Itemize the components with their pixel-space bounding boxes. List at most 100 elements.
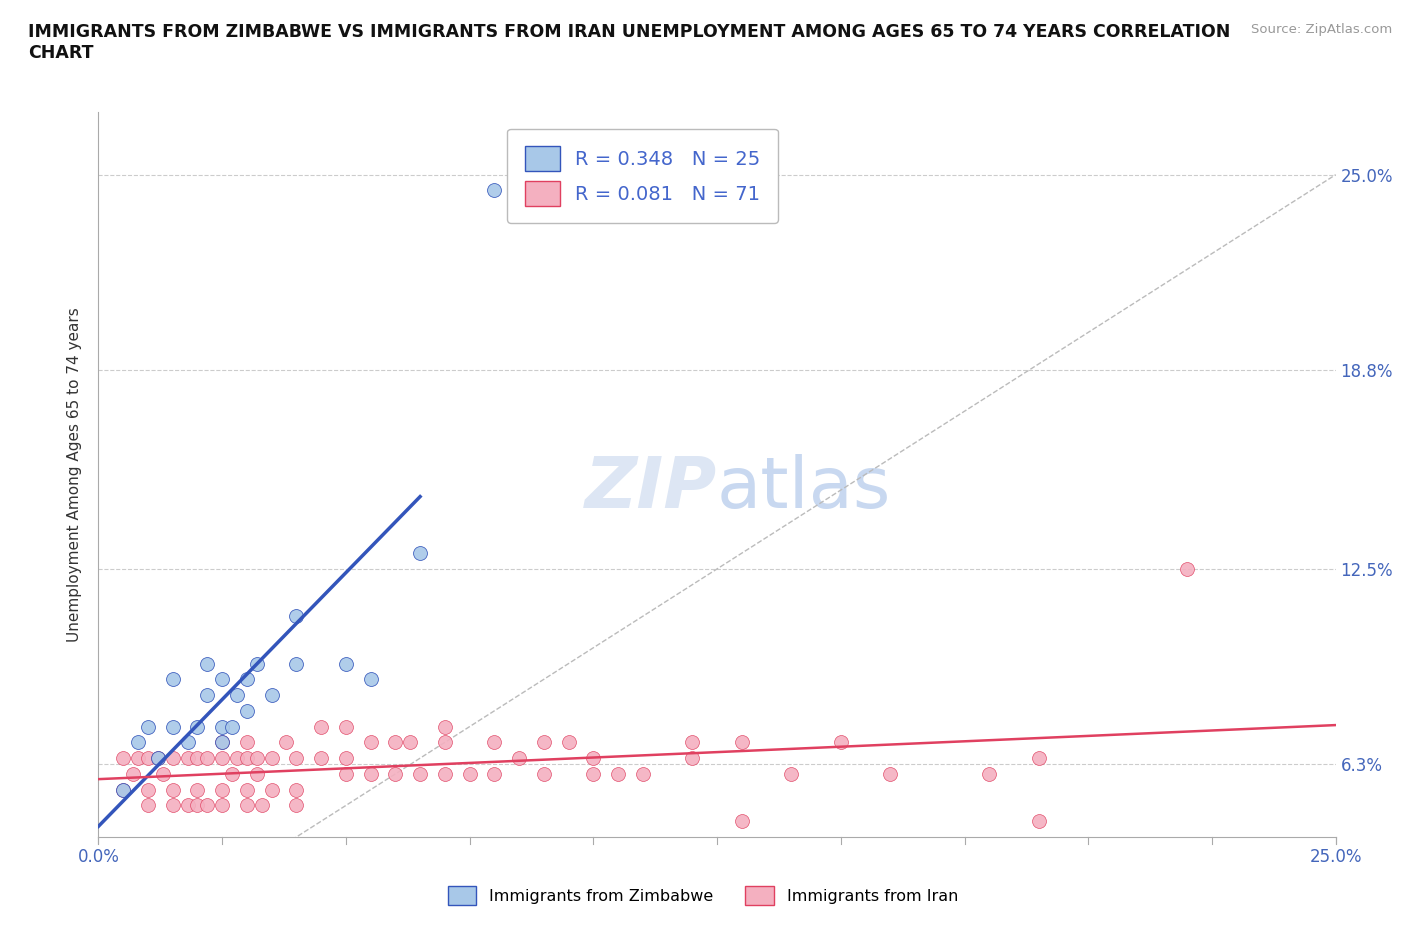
Point — [533, 766, 555, 781]
Point — [211, 671, 233, 686]
Point — [731, 735, 754, 750]
Point — [195, 798, 218, 813]
Point — [631, 766, 654, 781]
Point — [309, 719, 332, 734]
Point — [226, 751, 249, 765]
Point — [127, 751, 149, 765]
Legend: R = 0.348   N = 25, R = 0.081   N = 71: R = 0.348 N = 25, R = 0.081 N = 71 — [508, 128, 779, 223]
Point — [136, 719, 159, 734]
Point — [335, 751, 357, 765]
Point — [582, 751, 605, 765]
Point — [195, 656, 218, 671]
Point — [309, 751, 332, 765]
Point — [1175, 562, 1198, 577]
Point — [399, 735, 422, 750]
Point — [112, 782, 135, 797]
Point — [186, 798, 208, 813]
Point — [285, 782, 308, 797]
Point — [360, 671, 382, 686]
Point — [780, 766, 803, 781]
Point — [360, 735, 382, 750]
Point — [112, 751, 135, 765]
Point — [607, 766, 630, 781]
Text: 0.0%: 0.0% — [77, 848, 120, 866]
Point — [195, 751, 218, 765]
Point — [285, 656, 308, 671]
Point — [226, 687, 249, 702]
Point — [211, 782, 233, 797]
Point — [681, 735, 703, 750]
Text: atlas: atlas — [717, 455, 891, 524]
Point — [1028, 751, 1050, 765]
Point — [433, 735, 456, 750]
Point — [246, 751, 269, 765]
Point — [211, 798, 233, 813]
Point — [335, 766, 357, 781]
Point — [112, 782, 135, 797]
Point — [162, 719, 184, 734]
Point — [211, 719, 233, 734]
Point — [484, 183, 506, 198]
Point — [830, 735, 852, 750]
Point — [409, 766, 432, 781]
Point — [176, 735, 198, 750]
Point — [731, 814, 754, 829]
Point — [384, 766, 406, 781]
Point — [176, 798, 198, 813]
Point — [236, 671, 259, 686]
Point — [276, 735, 298, 750]
Point — [221, 766, 243, 781]
Point — [1028, 814, 1050, 829]
Point — [979, 766, 1001, 781]
Point — [409, 546, 432, 561]
Point — [186, 782, 208, 797]
Point — [533, 735, 555, 750]
Point — [360, 766, 382, 781]
Point — [146, 751, 169, 765]
Point — [122, 766, 145, 781]
Point — [260, 751, 283, 765]
Point — [136, 798, 159, 813]
Point — [162, 671, 184, 686]
Point — [246, 656, 269, 671]
Text: ZIP: ZIP — [585, 455, 717, 524]
Point — [458, 766, 481, 781]
Point — [136, 751, 159, 765]
Point — [557, 735, 579, 750]
Point — [236, 751, 259, 765]
Point — [211, 751, 233, 765]
Legend: Immigrants from Zimbabwe, Immigrants from Iran: Immigrants from Zimbabwe, Immigrants fro… — [440, 878, 966, 912]
Point — [285, 609, 308, 624]
Point — [127, 735, 149, 750]
Point — [162, 751, 184, 765]
Point — [211, 735, 233, 750]
Point — [433, 766, 456, 781]
Point — [879, 766, 901, 781]
Point — [236, 703, 259, 718]
Text: 25.0%: 25.0% — [1309, 848, 1362, 866]
Point — [681, 751, 703, 765]
Point — [176, 751, 198, 765]
Point — [162, 798, 184, 813]
Point — [260, 782, 283, 797]
Point — [384, 735, 406, 750]
Point — [146, 751, 169, 765]
Point — [260, 687, 283, 702]
Point — [236, 735, 259, 750]
Point — [195, 687, 218, 702]
Point — [221, 719, 243, 734]
Point — [335, 656, 357, 671]
Text: Source: ZipAtlas.com: Source: ZipAtlas.com — [1251, 23, 1392, 36]
Point — [152, 766, 174, 781]
Point — [582, 766, 605, 781]
Point — [162, 782, 184, 797]
Point — [236, 798, 259, 813]
Point — [285, 751, 308, 765]
Point — [484, 766, 506, 781]
Point — [484, 735, 506, 750]
Y-axis label: Unemployment Among Ages 65 to 74 years: Unemployment Among Ages 65 to 74 years — [67, 307, 83, 642]
Point — [186, 751, 208, 765]
Point — [335, 719, 357, 734]
Text: IMMIGRANTS FROM ZIMBABWE VS IMMIGRANTS FROM IRAN UNEMPLOYMENT AMONG AGES 65 TO 7: IMMIGRANTS FROM ZIMBABWE VS IMMIGRANTS F… — [28, 23, 1230, 62]
Point — [136, 782, 159, 797]
